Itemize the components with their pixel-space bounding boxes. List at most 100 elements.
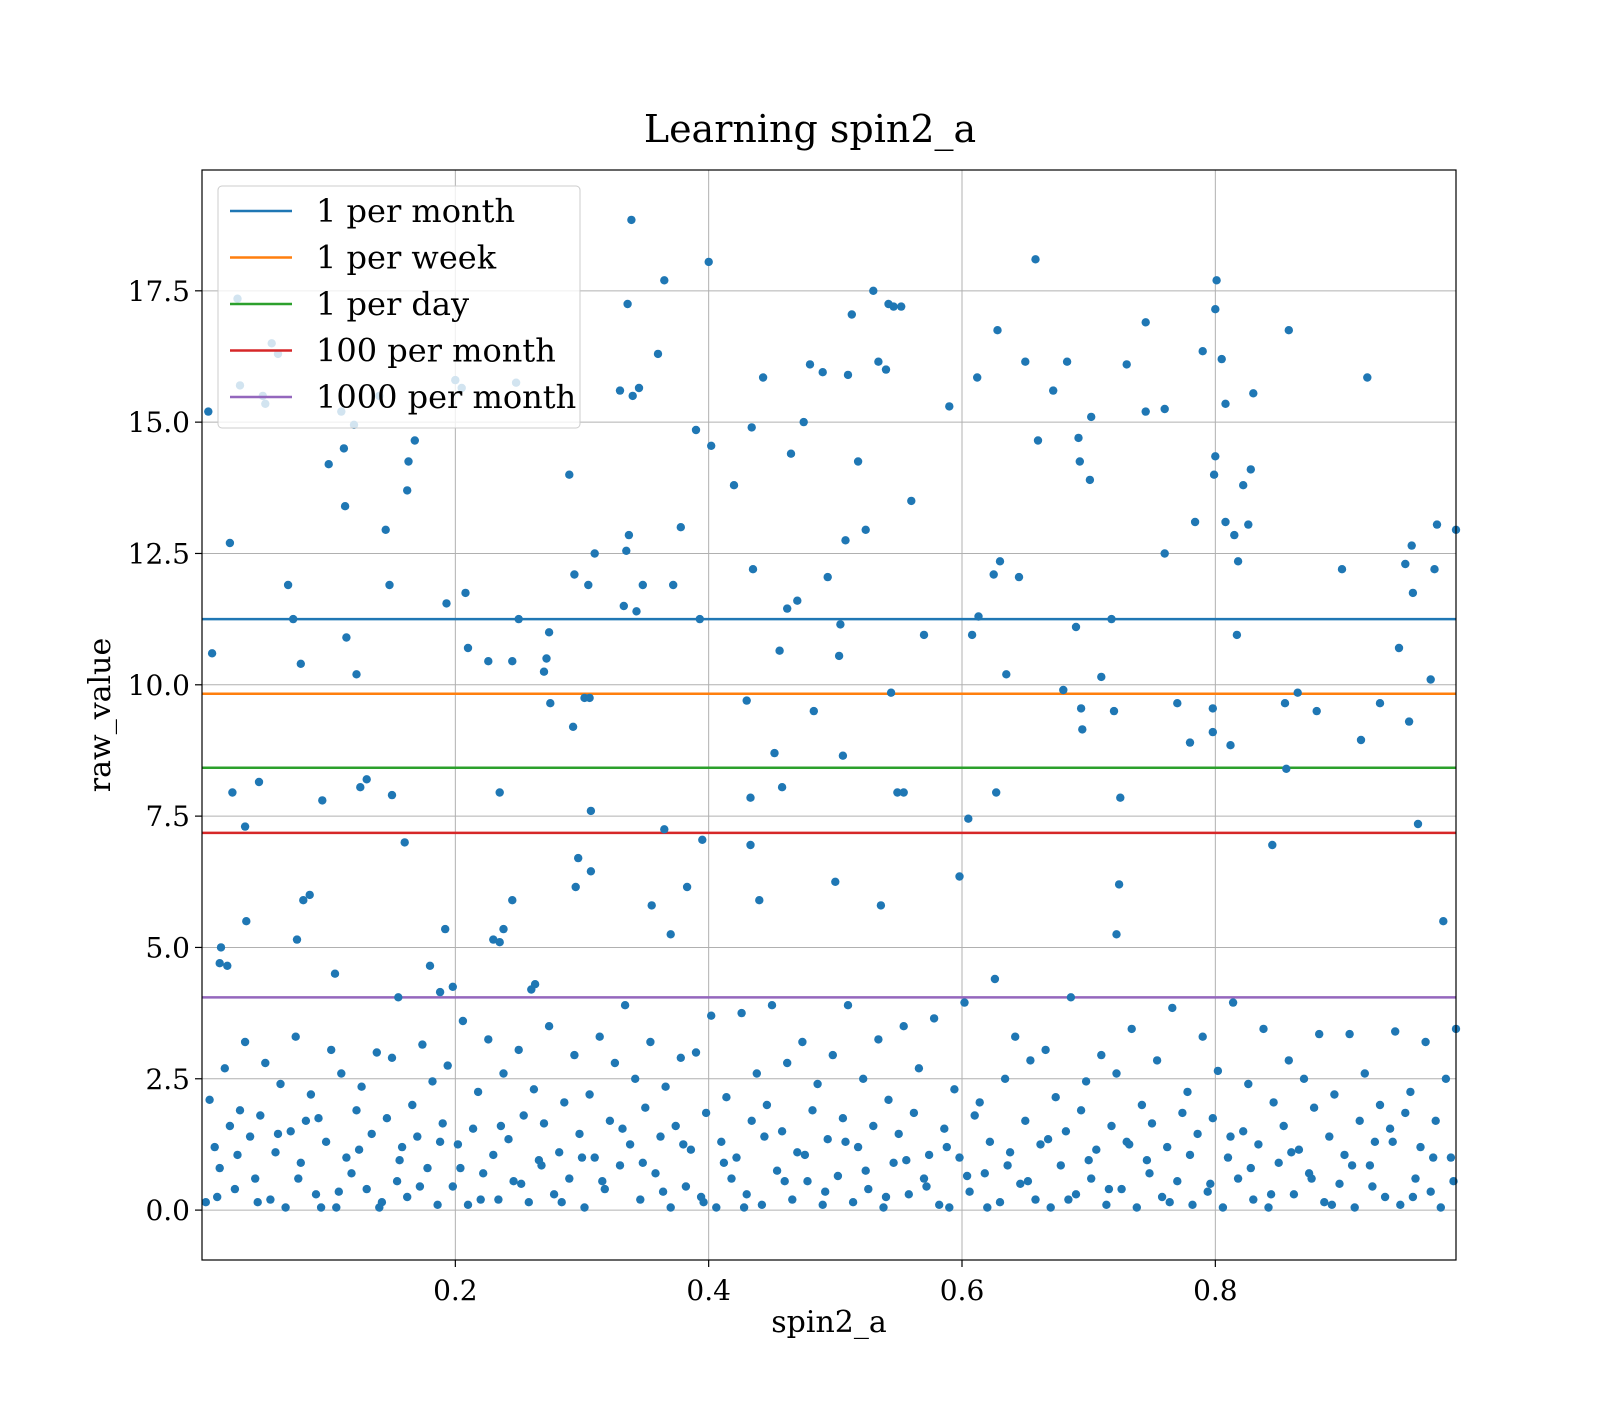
data-point (1104, 1184, 1114, 1194)
data-point (1325, 1132, 1334, 1141)
data-point (1375, 1100, 1385, 1110)
data-point (1137, 1100, 1147, 1110)
data-point (423, 1163, 432, 1173)
data-point (722, 1093, 731, 1102)
data-point (286, 1127, 295, 1136)
data-point (1208, 704, 1218, 713)
data-point (793, 596, 802, 605)
data-point (1421, 1037, 1430, 1047)
legend-label: 1000 per month (316, 378, 576, 416)
data-point (387, 1053, 397, 1063)
data-point (1026, 1056, 1035, 1065)
data-point (1092, 1145, 1101, 1154)
data-point (618, 1124, 627, 1133)
data-point (1380, 1192, 1390, 1202)
data-point (281, 1203, 290, 1212)
data-point (893, 788, 902, 797)
y-axis-label: raw_value (83, 638, 118, 792)
data-point (748, 565, 758, 574)
data-point (207, 649, 217, 658)
data-point (216, 943, 226, 952)
data-point (1394, 643, 1404, 653)
legend-box (217, 185, 581, 429)
data-point (800, 1150, 810, 1160)
data-point (838, 1114, 848, 1123)
data-point (291, 1032, 300, 1041)
data-point (347, 1169, 356, 1178)
data-point (1145, 1169, 1154, 1178)
data-point (568, 722, 578, 731)
data-point (549, 1190, 559, 1199)
data-point (1279, 1121, 1288, 1131)
data-point (1043, 1135, 1053, 1144)
data-point (327, 1045, 336, 1055)
data-point (1388, 1137, 1397, 1147)
data-point (223, 961, 232, 970)
data-point (853, 1142, 863, 1152)
data-point (676, 1053, 685, 1063)
data-point (1023, 1177, 1033, 1186)
data-point (489, 1150, 498, 1160)
data-point (1002, 670, 1011, 679)
data-point (624, 530, 634, 540)
data-point (1188, 1200, 1197, 1210)
data-point (210, 1142, 219, 1152)
data-point (919, 1174, 929, 1183)
data-point (1233, 557, 1243, 566)
data-point (273, 1129, 283, 1139)
data-point (316, 1203, 326, 1212)
data-point (1345, 1029, 1354, 1039)
data-point (1183, 1087, 1192, 1097)
data-point (760, 1132, 769, 1141)
data-point (1327, 1200, 1337, 1210)
data-point (489, 935, 498, 944)
data-point (1112, 930, 1121, 939)
data-point (1282, 764, 1291, 773)
data-point (600, 1184, 609, 1194)
data-point (935, 1200, 944, 1210)
data-point (1441, 1074, 1451, 1084)
data-point (847, 310, 856, 319)
data-point (757, 1200, 767, 1210)
data-point (1370, 1137, 1380, 1147)
data-point (395, 1156, 404, 1165)
data-point (311, 1190, 321, 1199)
data-point (1071, 1190, 1081, 1199)
data-point (698, 835, 707, 844)
data-point (1211, 305, 1220, 314)
data-point (625, 1140, 635, 1149)
data-point (758, 373, 768, 382)
data-point (1102, 1200, 1111, 1210)
data-point (577, 1153, 587, 1162)
data-point (1036, 1140, 1045, 1149)
data-point (484, 657, 493, 666)
data-point (783, 604, 792, 613)
plot-frame (201, 169, 1457, 1261)
data-point (1284, 1056, 1294, 1065)
data-point (372, 1048, 381, 1057)
data-point (242, 917, 251, 926)
data-point (254, 777, 264, 787)
data-point (342, 1153, 351, 1162)
data-point (1416, 1142, 1425, 1152)
data-point (1391, 1027, 1400, 1036)
data-point (1064, 1195, 1073, 1204)
data-point (1244, 520, 1253, 529)
data-point (428, 1077, 437, 1086)
data-point (1432, 520, 1442, 529)
data-point (712, 1203, 721, 1212)
data-point (818, 368, 827, 377)
data-point (1127, 1024, 1136, 1034)
data-point (517, 1179, 526, 1189)
data-point (1107, 1121, 1116, 1131)
data-point (1084, 1156, 1093, 1165)
data-point (1114, 880, 1124, 889)
data-point (479, 1169, 488, 1178)
data-point (1307, 1174, 1316, 1183)
data-point (742, 696, 751, 705)
data-point (1003, 1161, 1012, 1170)
data-point (403, 1192, 412, 1202)
data-point (853, 457, 863, 466)
data-point (1401, 1108, 1410, 1118)
